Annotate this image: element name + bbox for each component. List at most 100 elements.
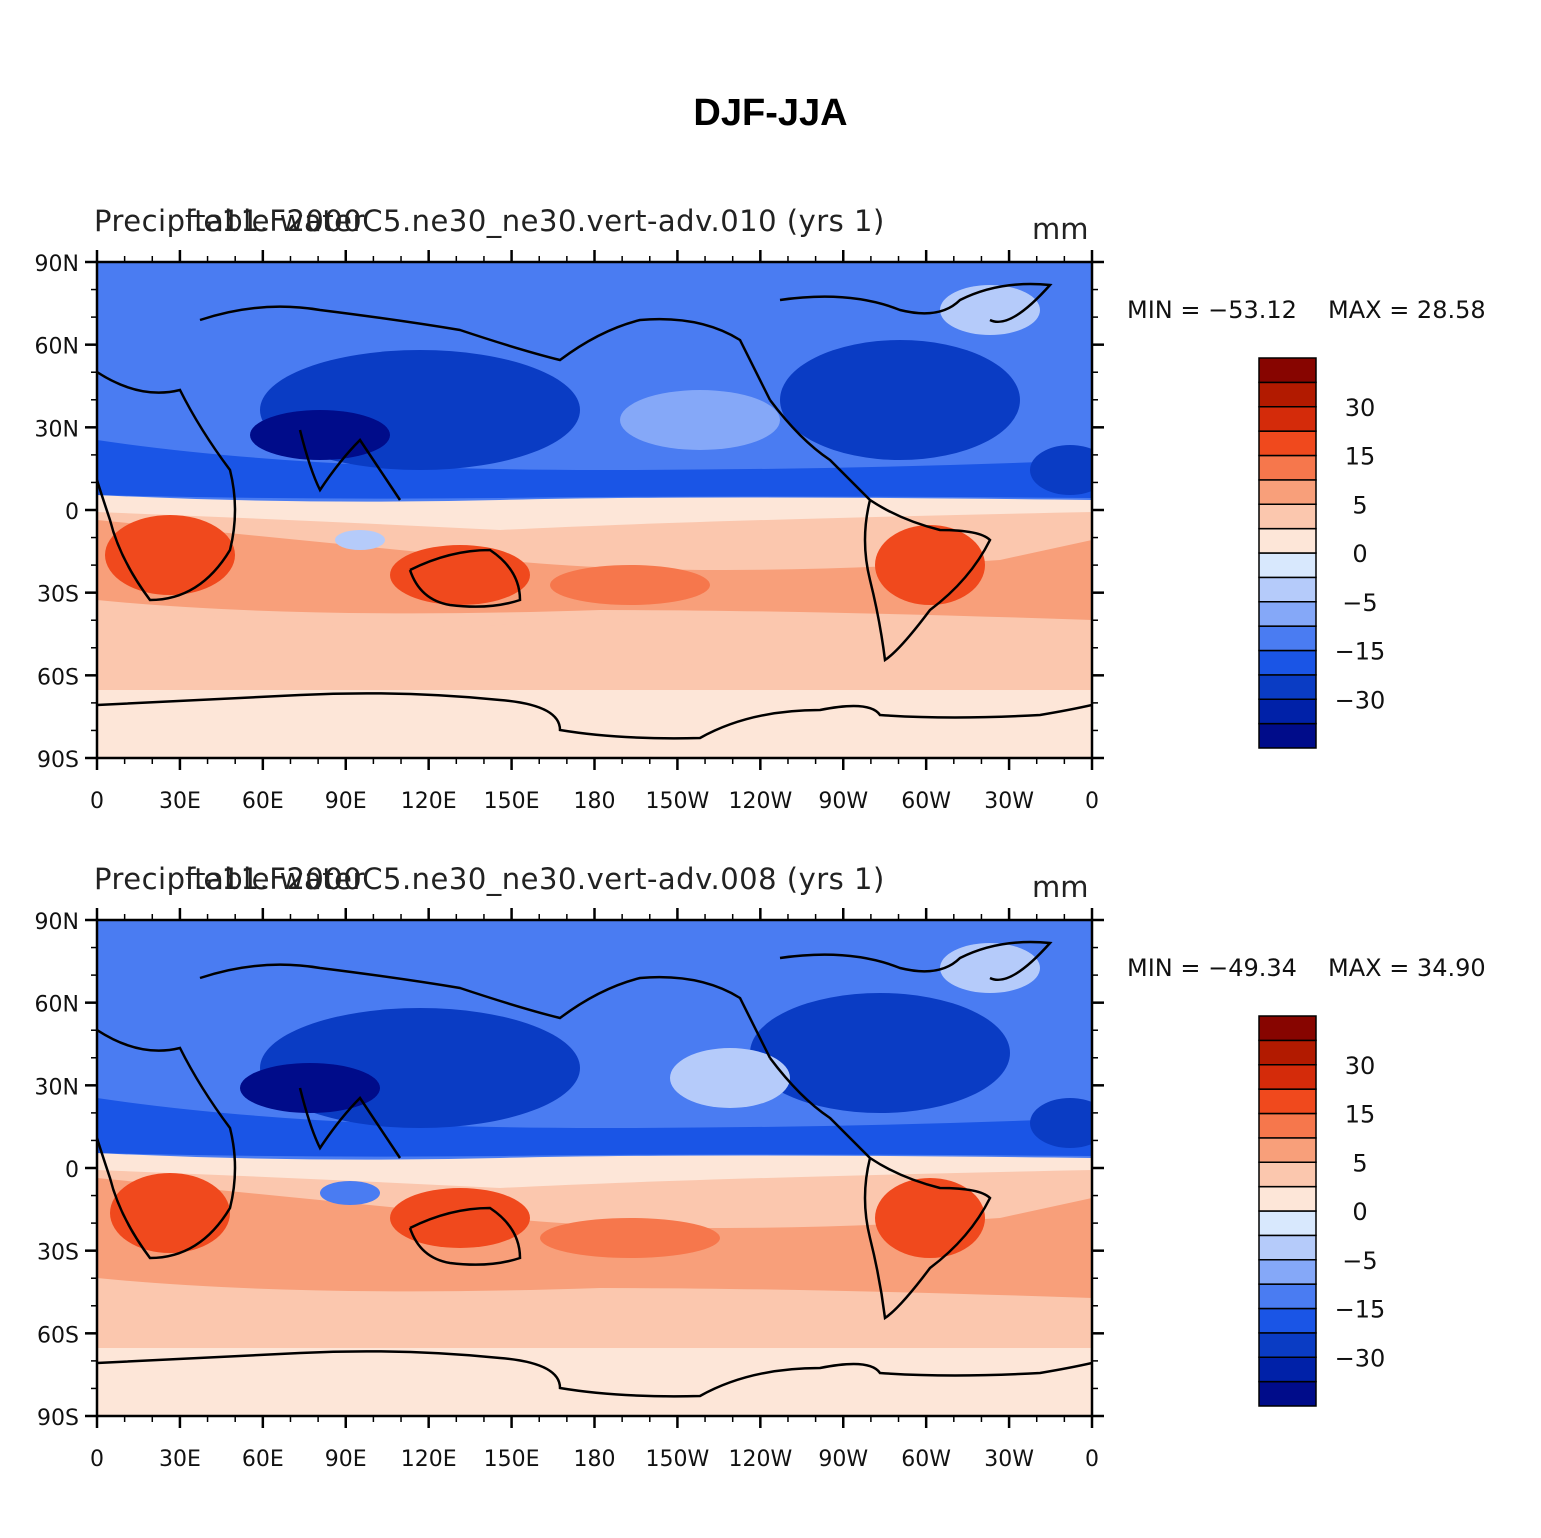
colorbar-label: 5	[1352, 491, 1367, 519]
colorbar-label: −5	[1342, 1247, 1377, 1275]
lat-tick-label: 30S	[37, 583, 79, 608]
lon-tick-label: 30E	[159, 1447, 201, 1472]
colorbar-box	[1258, 1259, 1317, 1285]
lat-tick-label: 60S	[37, 1323, 79, 1348]
colorbar-box	[1258, 503, 1317, 530]
colorbar-box	[1258, 1112, 1317, 1139]
lon-tick-label: 90E	[325, 789, 367, 814]
map-panel-top: Precipitable water f.e11.F2000C5.ne30_ne…	[0, 0, 1541, 814]
lat-tick-label: 90S	[37, 1406, 79, 1431]
lat-tick-label: 60S	[37, 665, 79, 690]
lon-tick-label: 30E	[159, 789, 201, 814]
lat-tick-label: 60N	[35, 993, 79, 1018]
map-panel-bottom: Precipitable water f.e11.F2000C5.ne30_ne…	[0, 658, 1541, 1472]
lon-tick-label: 150W	[646, 789, 710, 814]
colorbar-label: 0	[1352, 540, 1367, 568]
colorbar-box	[1258, 1307, 1317, 1334]
colorbar-box	[1258, 1064, 1317, 1090]
lon-tick-label: 30W	[984, 1447, 1034, 1472]
panel-units: mm	[1032, 212, 1089, 246]
colorbar-box	[1258, 1015, 1317, 1042]
panel-min-label: MIN = −53.12	[1127, 296, 1297, 324]
lat-tick-label: 0	[65, 500, 79, 525]
lon-tick-label: 90E	[325, 1447, 367, 1472]
colorbar-label: −30	[1335, 1344, 1386, 1372]
panel-max-label: MAX = 28.58	[1328, 296, 1486, 324]
lon-tick-label: 60E	[242, 789, 284, 814]
coastlines	[97, 282, 1092, 740]
colorbar-box	[1258, 722, 1317, 749]
figure-title: DJF-JJA	[693, 92, 848, 134]
panel-units: mm	[1032, 870, 1089, 904]
precipitable-water-map: 90N 60N 30N 0 30S 60S 90S 0 30E 60E 90E 120E 150E 18…	[35, 908, 1386, 1472]
lon-tick-label: 120E	[401, 1447, 457, 1472]
colorbar-box	[1258, 576, 1317, 603]
panel-min-label: MIN = −49.34	[1127, 954, 1297, 982]
lon-tick-label: 90W	[818, 1447, 868, 1472]
colorbar-box	[1258, 381, 1317, 408]
lat-tick-label: 0	[65, 1158, 79, 1183]
colorbar-box	[1258, 1210, 1317, 1237]
colorbar-box	[1258, 1088, 1317, 1115]
colorbar-box	[1258, 1185, 1317, 1212]
colorbar-box	[1258, 552, 1317, 579]
lon-tick-label: 120E	[401, 789, 457, 814]
lon-tick-label: 0	[1085, 1447, 1099, 1472]
colorbar-box	[1258, 1356, 1317, 1383]
lon-tick-label: 0	[90, 789, 104, 814]
lon-tick-label: 120W	[728, 789, 792, 814]
colorbar-box	[1258, 1380, 1317, 1407]
lon-tick-label: 0	[90, 1447, 104, 1472]
colorbar-box	[1258, 1332, 1317, 1358]
colorbar-label: −15	[1335, 1296, 1386, 1324]
colorbar-label: 15	[1345, 1101, 1376, 1129]
lon-tick-label: 120W	[728, 1447, 792, 1472]
colorbar-box	[1258, 406, 1317, 432]
panel-case-title: f.e11.F2000C5.ne30_ne30.vert-adv.008 (yr…	[185, 862, 885, 896]
lon-tick-label: 0	[1085, 789, 1099, 814]
lon-tick-label: 60W	[901, 789, 951, 814]
colorbar-box	[1258, 625, 1317, 652]
coastlines	[97, 940, 1092, 1398]
lat-tick-label: 90N	[35, 252, 79, 277]
colorbar-box	[1258, 1234, 1317, 1261]
colorbar-label: 0	[1352, 1198, 1367, 1226]
colorbar-label: −15	[1335, 638, 1386, 666]
precipitable-water-map: 90N 60N 30N 0 30S 60S 90S 0 30E 60E 90E 120E 150E 18…	[35, 250, 1386, 814]
lon-tick-label: 60E	[242, 1447, 284, 1472]
colorbar-label: 30	[1345, 394, 1376, 422]
lat-tick-label: 30N	[35, 1075, 79, 1100]
colorbar-box	[1258, 1137, 1317, 1163]
lon-tick-label: 150W	[646, 1447, 710, 1472]
colorbar: −30 −15 −5 0 5 15 30	[1258, 1015, 1386, 1407]
panel-max-label: MAX = 34.90	[1328, 954, 1486, 982]
lon-tick-label: 90W	[818, 789, 868, 814]
colorbar-box	[1258, 1161, 1317, 1188]
colorbar-box	[1258, 698, 1317, 725]
lat-axis: 90N 60N 30N 0 30S 60S 90S	[35, 910, 1104, 1431]
colorbar-label: 30	[1345, 1052, 1376, 1080]
lat-tick-label: 30S	[37, 1241, 79, 1266]
panel-variable-title: Precipitable water	[94, 204, 365, 238]
lon-tick-label: 150E	[484, 1447, 540, 1472]
lat-tick-label: 30N	[35, 417, 79, 442]
lon-axis: 0 30E 60E 90E 120E 150E 180 150W 120W 90W 60W 30W 0	[90, 908, 1099, 1472]
colorbar-box	[1258, 527, 1317, 554]
colorbar-box	[1258, 601, 1317, 627]
colorbar-box	[1258, 1039, 1317, 1066]
colorbar-box	[1258, 1283, 1317, 1310]
colorbar-label: −5	[1342, 589, 1377, 617]
lat-tick-label: 90N	[35, 910, 79, 935]
lat-axis: 90N 60N 30N 0 30S 60S 90S	[35, 252, 1104, 773]
panel-case-title: f.e11.F2000C5.ne30_ne30.vert-adv.010 (yr…	[185, 204, 885, 238]
lon-tick-label: 150E	[484, 789, 540, 814]
colorbar-label: 15	[1345, 443, 1376, 471]
lon-tick-label: 60W	[901, 1447, 951, 1472]
lat-tick-label: 60N	[35, 335, 79, 360]
lon-axis: 0 30E 60E 90E 120E 150E 180 150W 120W 90W 60W 30W 0	[90, 250, 1099, 814]
lon-tick-label: 30W	[984, 789, 1034, 814]
colorbar-box	[1258, 479, 1317, 505]
colorbar: −30 −15 −5 0 5 15 30	[1258, 357, 1386, 749]
colorbar-box	[1258, 430, 1317, 457]
colorbar-label: −30	[1335, 686, 1386, 714]
